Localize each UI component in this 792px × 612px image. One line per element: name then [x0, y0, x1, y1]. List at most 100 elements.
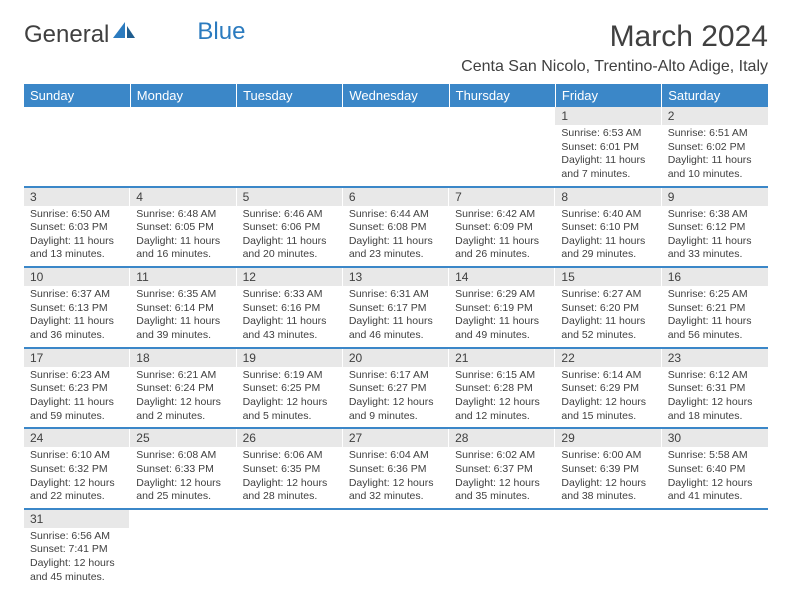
sunrise-text: Sunrise: 6:27 AM [561, 288, 655, 302]
daylight-text: Daylight: 11 hours and 52 minutes. [561, 315, 655, 342]
sunrise-text: Sunrise: 6:31 AM [349, 288, 443, 302]
daylight-text: Daylight: 11 hours and 13 minutes. [30, 235, 124, 262]
sunset-text: Sunset: 6:13 PM [30, 302, 124, 316]
sunrise-text: Sunrise: 5:58 AM [668, 449, 762, 463]
sunset-text: Sunset: 6:17 PM [349, 302, 443, 316]
day-details: Sunrise: 6:33 AMSunset: 6:16 PMDaylight:… [237, 286, 343, 347]
day-number [555, 510, 661, 528]
sunset-text: Sunset: 6:23 PM [30, 382, 124, 396]
title-block: March 2024 Centa San Nicolo, Trentino-Al… [461, 20, 768, 76]
daylight-text: Daylight: 11 hours and 43 minutes. [243, 315, 337, 342]
day-details: Sunrise: 6:29 AMSunset: 6:19 PMDaylight:… [449, 286, 555, 347]
sunrise-text: Sunrise: 6:10 AM [30, 449, 124, 463]
calendar-cell: 31Sunrise: 6:56 AMSunset: 7:41 PMDayligh… [24, 509, 130, 589]
calendar-cell: 20Sunrise: 6:17 AMSunset: 6:27 PMDayligh… [343, 348, 449, 429]
calendar-cell [449, 509, 555, 589]
sunrise-text: Sunrise: 6:04 AM [349, 449, 443, 463]
day-details: Sunrise: 6:56 AMSunset: 7:41 PMDaylight:… [24, 528, 130, 589]
sunrise-text: Sunrise: 6:35 AM [136, 288, 230, 302]
sunrise-text: Sunrise: 6:19 AM [243, 369, 337, 383]
day-details: Sunrise: 6:02 AMSunset: 6:37 PMDaylight:… [449, 447, 555, 508]
sunset-text: Sunset: 6:28 PM [455, 382, 549, 396]
day-number: 7 [449, 188, 555, 206]
sunset-text: Sunset: 6:14 PM [136, 302, 230, 316]
day-number: 1 [555, 107, 661, 125]
day-number: 18 [130, 349, 236, 367]
daylight-text: Daylight: 12 hours and 35 minutes. [455, 477, 549, 504]
sunset-text: Sunset: 6:36 PM [349, 463, 443, 477]
sunset-text: Sunset: 6:16 PM [243, 302, 337, 316]
sunset-text: Sunset: 6:01 PM [561, 141, 655, 155]
day-details: Sunrise: 6:40 AMSunset: 6:10 PMDaylight:… [555, 206, 661, 267]
day-details: Sunrise: 6:31 AMSunset: 6:17 PMDaylight:… [343, 286, 449, 347]
daylight-text: Daylight: 11 hours and 23 minutes. [349, 235, 443, 262]
calendar-cell: 8Sunrise: 6:40 AMSunset: 6:10 PMDaylight… [555, 187, 661, 268]
sunrise-text: Sunrise: 6:51 AM [668, 127, 762, 141]
daylight-text: Daylight: 11 hours and 36 minutes. [30, 315, 124, 342]
calendar-cell: 22Sunrise: 6:14 AMSunset: 6:29 PMDayligh… [555, 348, 661, 429]
calendar-table: Sunday Monday Tuesday Wednesday Thursday… [24, 84, 768, 588]
day-number: 16 [662, 268, 768, 286]
month-title: March 2024 [461, 20, 768, 54]
calendar-cell: 17Sunrise: 6:23 AMSunset: 6:23 PMDayligh… [24, 348, 130, 429]
day-number: 9 [662, 188, 768, 206]
weekday-header: Sunday [24, 84, 130, 107]
day-number: 10 [24, 268, 130, 286]
day-number [449, 510, 555, 528]
day-details: Sunrise: 6:00 AMSunset: 6:39 PMDaylight:… [555, 447, 661, 508]
calendar-cell: 16Sunrise: 6:25 AMSunset: 6:21 PMDayligh… [662, 267, 768, 348]
sunset-text: Sunset: 6:39 PM [561, 463, 655, 477]
calendar-cell: 26Sunrise: 6:06 AMSunset: 6:35 PMDayligh… [237, 428, 343, 509]
calendar-cell: 12Sunrise: 6:33 AMSunset: 6:16 PMDayligh… [237, 267, 343, 348]
calendar-cell: 5Sunrise: 6:46 AMSunset: 6:06 PMDaylight… [237, 187, 343, 268]
sunrise-text: Sunrise: 6:50 AM [30, 208, 124, 222]
day-details: Sunrise: 6:17 AMSunset: 6:27 PMDaylight:… [343, 367, 449, 428]
calendar-cell: 6Sunrise: 6:44 AMSunset: 6:08 PMDaylight… [343, 187, 449, 268]
day-number: 26 [237, 429, 343, 447]
day-details: Sunrise: 6:21 AMSunset: 6:24 PMDaylight:… [130, 367, 236, 428]
day-details: Sunrise: 6:46 AMSunset: 6:06 PMDaylight:… [237, 206, 343, 267]
sunset-text: Sunset: 6:21 PM [668, 302, 762, 316]
sunrise-text: Sunrise: 6:46 AM [243, 208, 337, 222]
day-details: Sunrise: 6:44 AMSunset: 6:08 PMDaylight:… [343, 206, 449, 267]
sunrise-text: Sunrise: 6:23 AM [30, 369, 124, 383]
day-number: 12 [237, 268, 343, 286]
day-number [343, 510, 449, 528]
sunset-text: Sunset: 6:20 PM [561, 302, 655, 316]
calendar-cell: 7Sunrise: 6:42 AMSunset: 6:09 PMDaylight… [449, 187, 555, 268]
day-details: Sunrise: 6:53 AMSunset: 6:01 PMDaylight:… [555, 125, 661, 186]
sunrise-text: Sunrise: 6:48 AM [136, 208, 230, 222]
day-number [237, 510, 343, 528]
calendar-row: 10Sunrise: 6:37 AMSunset: 6:13 PMDayligh… [24, 267, 768, 348]
day-details: Sunrise: 5:58 AMSunset: 6:40 PMDaylight:… [662, 447, 768, 508]
calendar-cell: 2Sunrise: 6:51 AMSunset: 6:02 PMDaylight… [662, 107, 768, 187]
calendar-cell: 27Sunrise: 6:04 AMSunset: 6:36 PMDayligh… [343, 428, 449, 509]
daylight-text: Daylight: 12 hours and 22 minutes. [30, 477, 124, 504]
day-details: Sunrise: 6:50 AMSunset: 6:03 PMDaylight:… [24, 206, 130, 267]
sunset-text: Sunset: 6:31 PM [668, 382, 762, 396]
logo-text-1: General [24, 21, 109, 49]
day-details: Sunrise: 6:48 AMSunset: 6:05 PMDaylight:… [130, 206, 236, 267]
day-details: Sunrise: 6:35 AMSunset: 6:14 PMDaylight:… [130, 286, 236, 347]
daylight-text: Daylight: 12 hours and 15 minutes. [561, 396, 655, 423]
calendar-cell: 9Sunrise: 6:38 AMSunset: 6:12 PMDaylight… [662, 187, 768, 268]
day-number: 5 [237, 188, 343, 206]
calendar-cell [343, 509, 449, 589]
sunset-text: Sunset: 6:37 PM [455, 463, 549, 477]
day-number: 11 [130, 268, 236, 286]
daylight-text: Daylight: 12 hours and 38 minutes. [561, 477, 655, 504]
calendar-cell [130, 107, 236, 187]
day-number: 28 [449, 429, 555, 447]
sunset-text: Sunset: 6:02 PM [668, 141, 762, 155]
sunrise-text: Sunrise: 6:08 AM [136, 449, 230, 463]
calendar-cell: 1Sunrise: 6:53 AMSunset: 6:01 PMDaylight… [555, 107, 661, 187]
weekday-header: Tuesday [237, 84, 343, 107]
calendar-cell: 30Sunrise: 5:58 AMSunset: 6:40 PMDayligh… [662, 428, 768, 509]
header: General Blue March 2024 Centa San Nicolo… [24, 20, 768, 76]
calendar-row: 31Sunrise: 6:56 AMSunset: 7:41 PMDayligh… [24, 509, 768, 589]
calendar-cell: 13Sunrise: 6:31 AMSunset: 6:17 PMDayligh… [343, 267, 449, 348]
weekday-header-row: Sunday Monday Tuesday Wednesday Thursday… [24, 84, 768, 107]
calendar-row: 17Sunrise: 6:23 AMSunset: 6:23 PMDayligh… [24, 348, 768, 429]
day-number [662, 510, 768, 528]
daylight-text: Daylight: 12 hours and 41 minutes. [668, 477, 762, 504]
